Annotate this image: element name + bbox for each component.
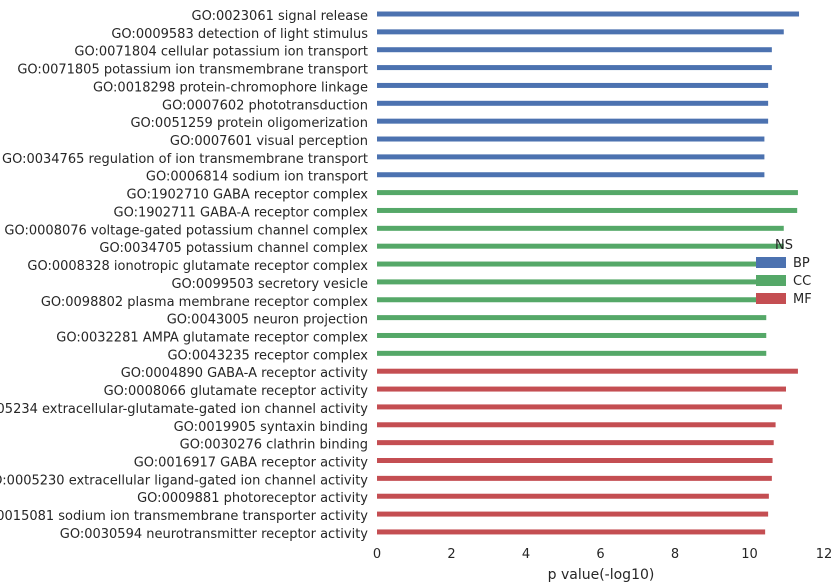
category-label: GO:0005230 extracellular ligand-gated io… xyxy=(0,473,368,488)
bar xyxy=(377,404,782,410)
x-tick-label: 6 xyxy=(596,547,604,562)
category-label: GO:0008328 ionotropic glutamate receptor… xyxy=(27,259,368,274)
category-label: GO:0051259 protein oligomerization xyxy=(130,116,368,131)
category-label: GO:0019905 syntaxin binding xyxy=(174,420,368,435)
bar xyxy=(377,297,784,303)
category-labels: GO:0023061 signal release GO:0009583 dete… xyxy=(0,9,368,542)
bar xyxy=(377,82,769,88)
category-label: GO:0008076 voltage-gated potassium chann… xyxy=(4,223,368,238)
category-label: GO:0007602 phototransduction xyxy=(162,98,368,113)
legend-swatch xyxy=(756,275,786,286)
bar xyxy=(377,511,769,517)
category-label: GO:0009583 detection of light stimulus xyxy=(111,27,368,42)
bar xyxy=(377,243,784,249)
category-label: GO:0098802 plasma membrane receptor comp… xyxy=(41,295,368,310)
category-label: GO:0015081 sodium ion transmembrane tran… xyxy=(0,509,368,524)
category-label: GO:0004890 GABA-A receptor activity xyxy=(121,366,369,381)
category-label: GO:0099503 secretory vesicle xyxy=(171,277,368,292)
x-tick-label: 0 xyxy=(373,547,381,562)
bar xyxy=(377,207,798,213)
category-label: GO:0008066 glutamate receptor activity xyxy=(104,384,369,399)
bar xyxy=(377,493,769,499)
category-label: GO:0016917 GABA receptor activity xyxy=(134,456,369,471)
bar xyxy=(377,47,772,53)
legend-swatch xyxy=(756,257,786,268)
category-label: GO:0030594 neurotransmitter receptor act… xyxy=(60,527,369,542)
category-label: GO:0034705 potassium channel complex xyxy=(99,241,368,256)
category-label: GO:0005234 extracellular-glutamate-gated… xyxy=(0,402,368,417)
category-label: GO:0034765 regulation of ion transmembra… xyxy=(2,152,368,167)
category-label: GO:0018298 protein-chromophore linkage xyxy=(93,80,368,95)
bar xyxy=(377,332,767,338)
x-tick-label: 8 xyxy=(671,547,679,562)
bar xyxy=(377,458,773,463)
bar xyxy=(377,100,769,106)
bar xyxy=(377,440,774,446)
bar xyxy=(377,315,767,321)
bar xyxy=(377,529,766,535)
category-label: GO:0043005 neuron projection xyxy=(167,313,368,328)
legend-label: CC xyxy=(793,274,811,289)
legend-swatch xyxy=(756,293,786,304)
bar xyxy=(377,225,784,231)
bar xyxy=(377,172,765,178)
legend-label: MF xyxy=(793,292,812,307)
x-axis-label: p value(-log10) xyxy=(548,567,655,583)
bar xyxy=(377,154,765,160)
legend-label: BP xyxy=(793,256,810,271)
bar xyxy=(377,350,767,356)
bar xyxy=(377,65,772,71)
category-label: GO:0007601 visual perception xyxy=(170,134,368,149)
category-label: GO:0009881 photoreceptor activity xyxy=(137,491,368,506)
bar xyxy=(377,422,776,428)
bar xyxy=(377,279,784,285)
x-tick-label: 10 xyxy=(741,547,758,562)
category-label: GO:0006814 sodium ion transport xyxy=(146,170,368,185)
category-label: GO:1902711 GABA-A receptor complex xyxy=(114,205,369,220)
category-label: GO:0071804 cellular potassium ion transp… xyxy=(74,45,368,60)
x-tick-label: 4 xyxy=(522,547,530,562)
bar xyxy=(377,29,784,35)
category-label: GO:0043235 receptor complex xyxy=(167,348,368,363)
x-tick-label: 2 xyxy=(447,547,455,562)
category-label: GO:0071805 potassium ion transmembrane t… xyxy=(17,63,368,78)
legend-title: NS xyxy=(775,238,793,253)
bar xyxy=(377,261,784,267)
bar xyxy=(377,368,798,374)
x-axis: p value(-log10) 0 2 4 6 8 10 12 xyxy=(373,547,832,583)
bar xyxy=(377,136,765,142)
category-label: GO:0023061 signal release xyxy=(192,9,368,24)
bar xyxy=(377,475,772,481)
legend: NS BP CC MF xyxy=(756,238,812,307)
bar xyxy=(377,11,800,17)
bars-layer xyxy=(377,11,800,535)
category-label: GO:0032281 AMPA glutamate receptor compl… xyxy=(56,330,368,345)
category-label: GO:1902710 GABA receptor complex xyxy=(127,188,369,203)
bar xyxy=(377,118,769,124)
bar xyxy=(377,190,798,196)
bar xyxy=(377,386,786,392)
category-label: GO:0030276 clathrin binding xyxy=(180,438,368,453)
x-tick-label: 12 xyxy=(816,547,833,562)
